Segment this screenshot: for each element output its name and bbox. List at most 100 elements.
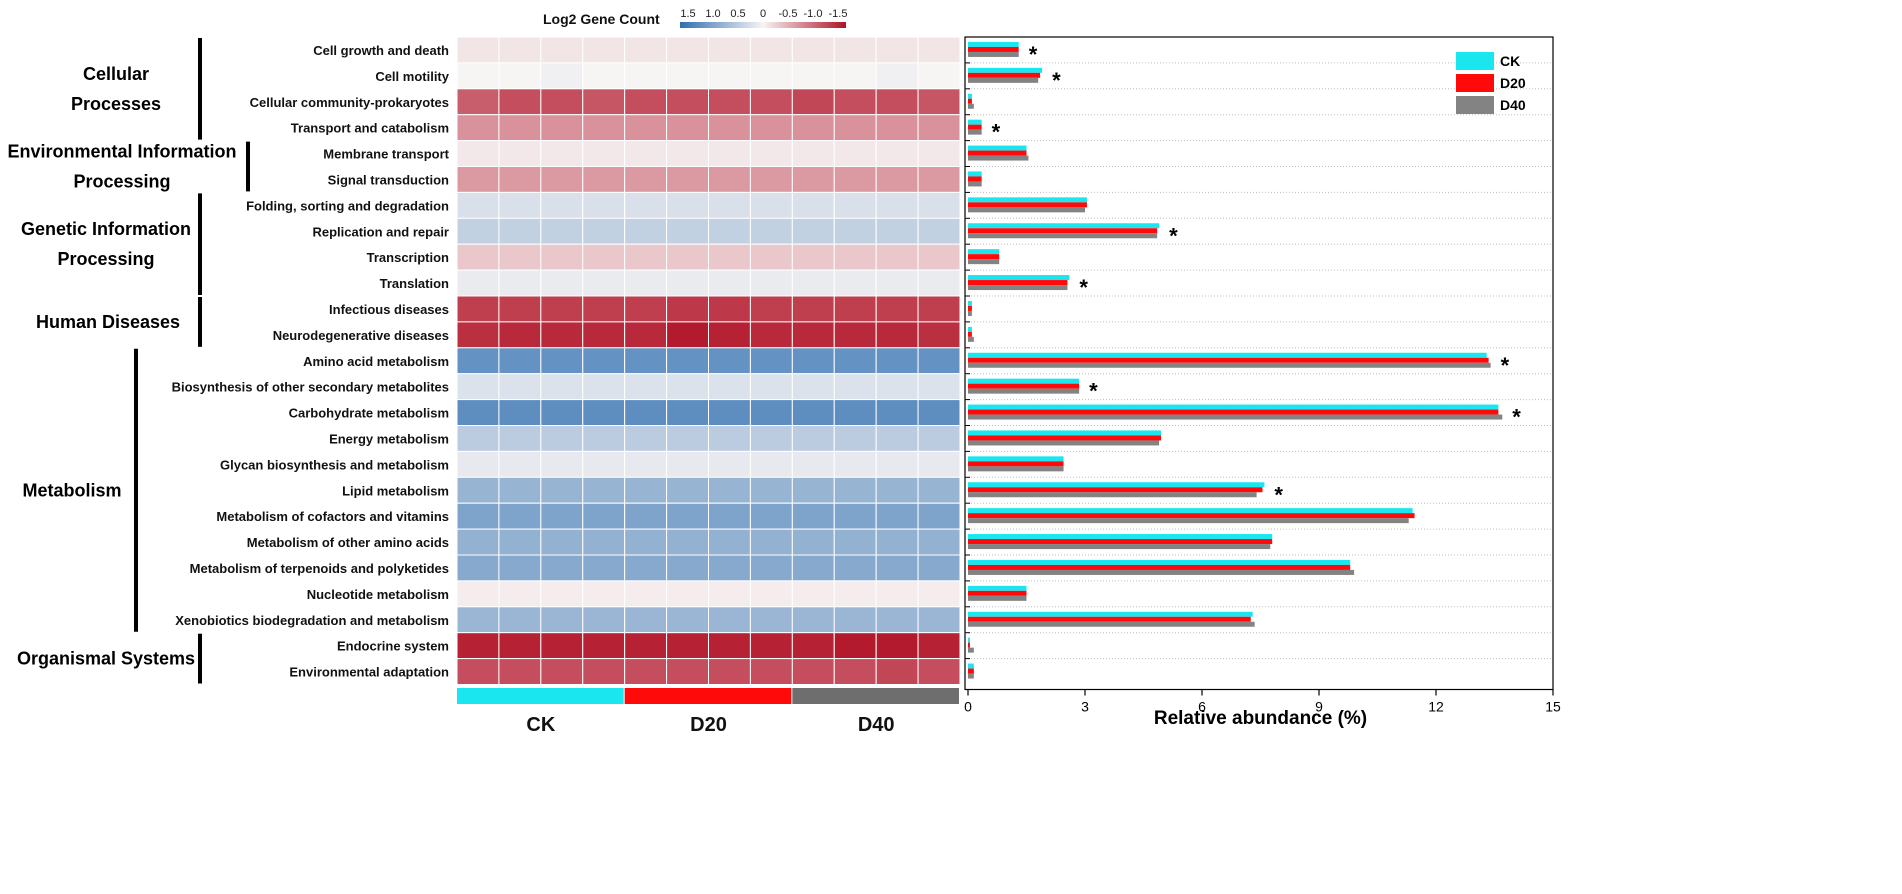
significance-marker: * — [1501, 353, 1510, 378]
bar-ck — [968, 352, 1487, 358]
heatmap-cell — [666, 243, 709, 271]
heatmap-cell — [582, 347, 626, 375]
heatmap-cell — [582, 425, 626, 452]
pathway-label: Folding, sorting and degradation — [246, 198, 449, 213]
heatmap-cell — [666, 114, 709, 142]
colorscale-tick: -1.0 — [804, 8, 823, 20]
heatmap-cell — [833, 269, 877, 297]
heatmap-cell — [624, 658, 668, 685]
heatmap-cell — [749, 166, 793, 193]
heatmap-cell — [708, 88, 751, 116]
heatmap-cell — [540, 373, 584, 401]
bar-d40 — [968, 466, 1064, 472]
heatmap-cell — [582, 450, 626, 478]
heatmap-cell — [917, 243, 961, 271]
heatmap-cell — [875, 217, 919, 245]
heatmap-cell — [875, 191, 919, 219]
heatmap-cell — [875, 243, 919, 271]
x-tick-label: 0 — [964, 699, 972, 715]
heatmap-cell — [666, 88, 709, 116]
heatmap-cell — [540, 88, 584, 116]
heatmap-cell — [708, 580, 751, 608]
heatmap-cell — [624, 476, 668, 504]
heatmap-cell — [791, 658, 835, 685]
heatmap-cell — [498, 502, 542, 530]
heatmap-cell — [456, 88, 500, 116]
heatmap-cell — [708, 399, 751, 427]
heatmap-cell — [749, 36, 793, 64]
heatmap-cell — [582, 528, 626, 556]
pathway-label: Metabolism of other amino acids — [247, 535, 449, 550]
heatmap-cell — [917, 399, 961, 427]
pathway-labels: Cell growth and death Cell motility Cellul… — [172, 43, 450, 680]
heatmap-cell — [917, 88, 961, 116]
pathway-label: Neurodegenerative diseases — [273, 328, 449, 343]
heatmap-cell — [917, 166, 961, 193]
heatmap-cell — [456, 373, 500, 401]
heatmap-cell — [791, 62, 835, 90]
heatmap-cell — [749, 88, 793, 116]
heatmap-cell — [456, 554, 500, 582]
heatmap-cell — [540, 36, 584, 64]
category-label: Metabolism — [22, 480, 121, 500]
heatmap-cell — [833, 606, 877, 634]
pathway-label: Cellular community-prokaryotes — [250, 95, 449, 110]
heatmap-cell — [791, 528, 835, 556]
bar-d20 — [968, 668, 974, 674]
heatmap-cell — [456, 295, 500, 323]
bar-d20 — [968, 305, 972, 311]
heatmap-cell — [791, 295, 835, 323]
bar-d20 — [968, 228, 1158, 234]
pathway-label: Membrane transport — [323, 147, 449, 162]
heatmap-cell — [540, 243, 584, 271]
heatmap-cell — [917, 554, 961, 582]
heatmap-cell — [582, 606, 626, 634]
heatmap-cell — [666, 554, 709, 582]
heatmap-cell — [540, 321, 584, 349]
bar-ck — [968, 404, 1499, 410]
colorscale-tick: 1.0 — [705, 8, 720, 20]
heatmap-cell — [498, 269, 542, 297]
heatmap-cell — [624, 606, 668, 634]
heatmap-cell — [749, 114, 793, 142]
heatmap-cell — [833, 295, 877, 323]
heatmap-cell — [624, 191, 668, 219]
heatmap-cell — [917, 36, 961, 64]
heatmap-cell — [833, 62, 877, 90]
bar-d40 — [968, 285, 1068, 291]
pathway-label: Amino acid metabolism — [303, 354, 449, 369]
heatmap-cell — [875, 36, 919, 64]
heatmap-cell — [666, 502, 709, 530]
heatmap-cell — [498, 476, 542, 504]
heatmap-cell — [875, 321, 919, 349]
pathway-label: Carbohydrate metabolism — [289, 406, 449, 421]
heatmap-cell — [917, 606, 961, 634]
heatmap-cell — [749, 502, 793, 530]
heatmap-cell — [456, 502, 500, 530]
heatmap — [456, 36, 961, 685]
heatmap-cell — [582, 580, 626, 608]
pathway-label: Cell growth and death — [313, 43, 449, 58]
heatmap-cell — [833, 632, 877, 660]
heatmap-cell — [791, 321, 835, 349]
heatmap-cell — [708, 321, 751, 349]
heatmap-cell — [456, 36, 500, 64]
heatmap-cell — [666, 62, 709, 90]
bar-d40 — [968, 77, 1039, 83]
heatmap-cell — [456, 528, 500, 556]
bar-d40 — [968, 492, 1257, 498]
heatmap-cell — [875, 580, 919, 608]
pathway-label: Metabolism of cofactors and vitamins — [216, 509, 449, 524]
group-color-strip — [624, 688, 792, 704]
heatmap-cell — [666, 295, 709, 323]
bar-d20 — [968, 539, 1273, 545]
heatmap-cell — [875, 554, 919, 582]
bar-ck — [968, 637, 970, 643]
heatmap-cell — [749, 347, 793, 375]
heatmap-cell — [666, 606, 709, 634]
heatmap-cell — [791, 476, 835, 504]
heatmap-cell — [666, 217, 709, 245]
bar-ck — [968, 430, 1162, 436]
heatmap-cell — [749, 217, 793, 245]
heatmap-cell — [917, 580, 961, 608]
